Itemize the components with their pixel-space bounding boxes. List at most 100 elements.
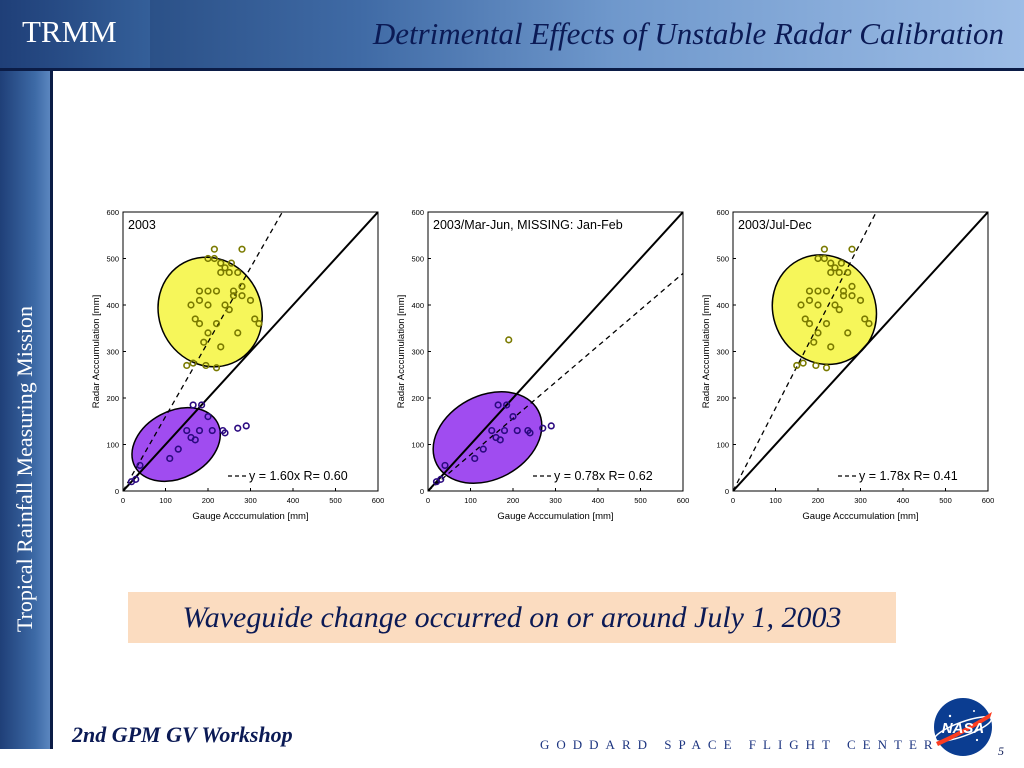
chart-mar-jun-svg: 0 100 200 300 400 500 600 0 100 200 300 400 500 600 Ga… xyxy=(396,208,690,522)
data-point xyxy=(229,287,238,295)
x-tick-label: 0 xyxy=(121,496,125,505)
x-tick-label: 300 xyxy=(244,496,257,505)
chart-jul-dec-svg: 0 100 200 300 400 500 600 0 100 200 300 400 500 600 Ga… xyxy=(701,208,995,522)
y-tick-label: 500 xyxy=(411,255,424,264)
data-point xyxy=(210,254,218,263)
data-point xyxy=(217,343,225,351)
data-point xyxy=(212,364,221,372)
x-axis-label: Gauge Acccumulation [mm] xyxy=(192,511,308,522)
fit-equation-label: y = 0.78x R= 0.62 xyxy=(554,469,653,483)
ellipse-yellow xyxy=(157,256,263,368)
data-point xyxy=(835,306,843,314)
data-point xyxy=(814,329,822,337)
data-point xyxy=(234,329,242,337)
sidebar: Tropical Rainfall Measuring Mission xyxy=(0,71,53,749)
data-point xyxy=(793,361,801,370)
chart-2003: 0 100 200 300 400 500 600 0 100 200 300 400 500 600 Ga… xyxy=(78,200,390,535)
data-point xyxy=(471,454,479,463)
chart-2003-svg: 0 100 200 300 400 500 600 0 100 200 300 400 500 600 Ga… xyxy=(91,208,384,522)
y-tick-label: 600 xyxy=(106,208,119,217)
y-tick-label: 0 xyxy=(725,487,729,496)
y-tick-label: 200 xyxy=(716,394,729,403)
data-point xyxy=(195,426,204,435)
data-point xyxy=(822,364,831,372)
data-point xyxy=(861,315,869,323)
data-point xyxy=(805,319,814,328)
caption-box: Waveguide change occurred on or around J… xyxy=(128,592,896,643)
data-point xyxy=(848,245,856,253)
data-point xyxy=(488,426,496,435)
y-tick-label: 500 xyxy=(106,255,119,264)
x-tick-label: 400 xyxy=(897,496,910,505)
data-point xyxy=(814,301,822,309)
data-point xyxy=(844,268,852,277)
chart-title: 2003/Jul-Dec xyxy=(738,218,812,232)
data-point xyxy=(827,259,835,267)
data-point xyxy=(820,254,828,263)
y-tick-label: 600 xyxy=(411,208,424,217)
y-tick-label: 300 xyxy=(106,348,119,357)
data-point xyxy=(494,401,502,409)
data-point xyxy=(801,315,809,323)
data-point xyxy=(437,475,445,483)
data-point xyxy=(242,422,250,430)
ellipse-purple xyxy=(131,406,222,483)
y-tick-label: 300 xyxy=(716,348,729,357)
one-to-one-line xyxy=(123,212,378,491)
data-point xyxy=(503,401,511,409)
data-point xyxy=(200,338,208,346)
chart-title: 2003/Mar-Jun, MISSING: Jan-Feb xyxy=(433,218,623,232)
data-point xyxy=(198,401,206,409)
data-point xyxy=(837,259,845,267)
data-point xyxy=(799,359,807,367)
data-point xyxy=(217,268,225,277)
ellipse-yellow xyxy=(771,254,878,366)
data-point xyxy=(132,475,140,483)
data-point xyxy=(251,315,259,323)
nasa-logo-icon: NASA xyxy=(933,698,993,756)
data-point xyxy=(509,413,517,421)
data-point xyxy=(505,336,513,344)
data-point xyxy=(839,292,848,300)
x-tick-label: 200 xyxy=(812,496,825,505)
y-tick-label: 200 xyxy=(106,394,119,403)
data-point xyxy=(547,422,555,430)
x-tick-label: 600 xyxy=(677,496,690,505)
data-point xyxy=(814,287,822,295)
page-number: 5 xyxy=(998,744,1004,758)
y-tick-label: 500 xyxy=(716,255,729,264)
data-point xyxy=(204,301,212,309)
data-point xyxy=(191,315,199,323)
data-point xyxy=(831,264,839,272)
data-point xyxy=(204,287,212,295)
data-point xyxy=(189,359,197,367)
data-point xyxy=(204,413,212,421)
data-point xyxy=(500,426,509,435)
data-point xyxy=(441,461,449,470)
slide-title: Detrimental Effects of Unstable Radar Ca… xyxy=(372,16,1004,51)
y-tick-label: 400 xyxy=(106,301,119,310)
data-point xyxy=(174,445,182,453)
data-point xyxy=(166,454,174,463)
y-tick-label: 0 xyxy=(420,487,424,496)
x-tick-label: 100 xyxy=(464,496,477,505)
data-point xyxy=(187,301,195,309)
data-point xyxy=(221,429,229,437)
data-point xyxy=(848,282,856,290)
one-to-one-line xyxy=(733,212,988,491)
data-point xyxy=(238,282,246,290)
data-point xyxy=(255,319,263,328)
data-point xyxy=(234,268,242,277)
y-axis-label: Radar Acccumulation [mm] xyxy=(396,295,407,409)
data-point xyxy=(225,268,233,277)
data-point xyxy=(238,292,246,300)
data-point xyxy=(183,361,191,370)
data-point xyxy=(183,426,191,435)
data-point xyxy=(797,301,805,309)
x-tick-label: 600 xyxy=(982,496,995,505)
x-tick-label: 300 xyxy=(854,496,867,505)
plot-area xyxy=(123,212,378,491)
data-point xyxy=(217,259,225,267)
data-point xyxy=(212,287,221,295)
data-point xyxy=(225,306,233,314)
